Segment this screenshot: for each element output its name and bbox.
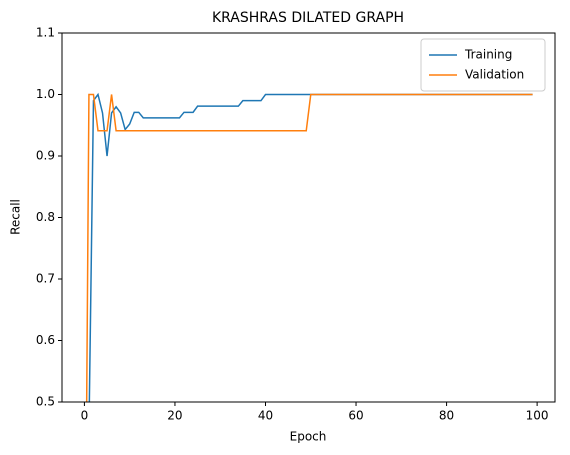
legend-box [420, 38, 546, 92]
y-tick-label: 0.5 [36, 395, 55, 409]
x-axis-label: Epoch [290, 430, 327, 444]
y-axis-label: Recall [9, 199, 23, 235]
x-tick-label: 60 [348, 409, 363, 423]
series-line [85, 93, 533, 402]
series-line [88, 92, 533, 402]
y-tick-label: 0.6 [36, 333, 55, 347]
y-tick-label: 0.8 [36, 210, 55, 224]
x-tick-label: 20 [167, 409, 182, 423]
legend-label: Validation [465, 68, 524, 82]
legend-label: Training [464, 48, 512, 62]
y-tick-label: 1.1 [36, 26, 55, 40]
plot-frame [61, 32, 556, 403]
y-tick-label: 1.0 [36, 87, 55, 101]
y-tick-label: 0.9 [36, 149, 55, 163]
y-tick-label: 0.7 [36, 272, 55, 286]
x-tick-label: 100 [526, 409, 549, 423]
x-tick-label: 80 [439, 409, 454, 423]
x-tick-label: 40 [258, 409, 273, 423]
chart-title: KRASHRAS DILATED GRAPH [212, 10, 404, 26]
x-tick-label: 0 [81, 409, 89, 423]
